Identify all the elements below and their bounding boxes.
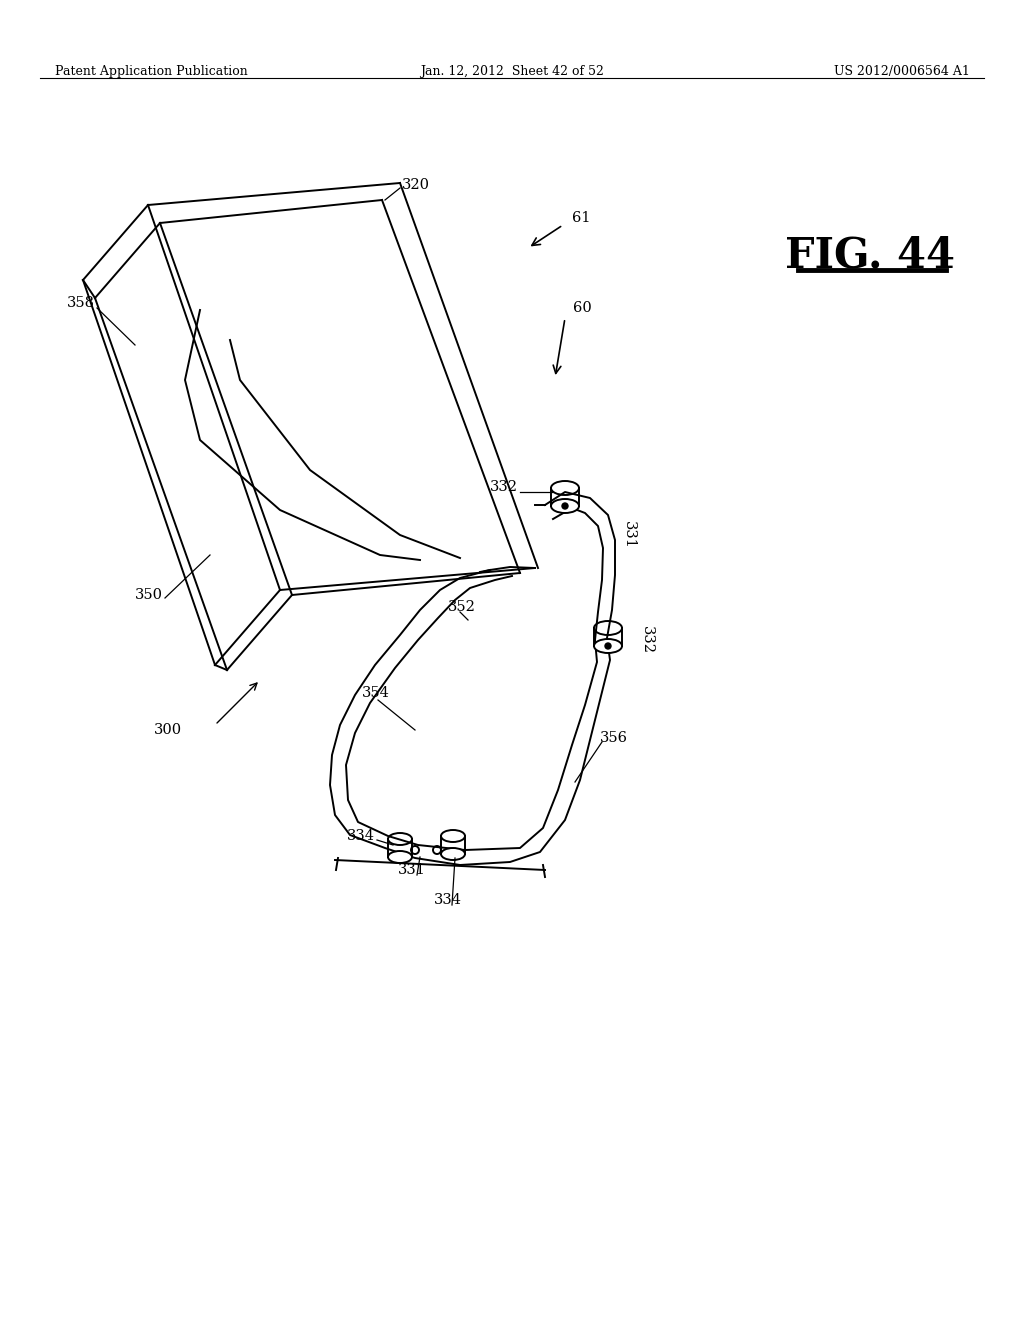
- Ellipse shape: [388, 851, 412, 863]
- Text: 354: 354: [362, 686, 390, 700]
- Text: 356: 356: [600, 731, 628, 744]
- Circle shape: [562, 503, 568, 510]
- Text: 320: 320: [402, 178, 430, 191]
- Text: 331: 331: [398, 863, 426, 876]
- Text: 332: 332: [640, 626, 654, 653]
- Text: 61: 61: [572, 211, 591, 224]
- Text: 334: 334: [434, 894, 462, 907]
- Text: Jan. 12, 2012  Sheet 42 of 52: Jan. 12, 2012 Sheet 42 of 52: [420, 65, 604, 78]
- Ellipse shape: [551, 499, 579, 513]
- Circle shape: [605, 643, 611, 649]
- Text: 334: 334: [347, 829, 375, 843]
- Text: FIG. 44: FIG. 44: [785, 234, 955, 276]
- Text: 300: 300: [154, 723, 182, 737]
- Text: 350: 350: [135, 587, 163, 602]
- Text: 352: 352: [449, 601, 476, 614]
- Text: Patent Application Publication: Patent Application Publication: [55, 65, 248, 78]
- Ellipse shape: [441, 847, 465, 861]
- Text: 331: 331: [622, 521, 636, 549]
- Text: 60: 60: [573, 301, 592, 315]
- Text: 358: 358: [67, 296, 95, 310]
- Ellipse shape: [594, 639, 622, 653]
- Text: 332: 332: [490, 480, 518, 494]
- Text: US 2012/0006564 A1: US 2012/0006564 A1: [835, 65, 970, 78]
